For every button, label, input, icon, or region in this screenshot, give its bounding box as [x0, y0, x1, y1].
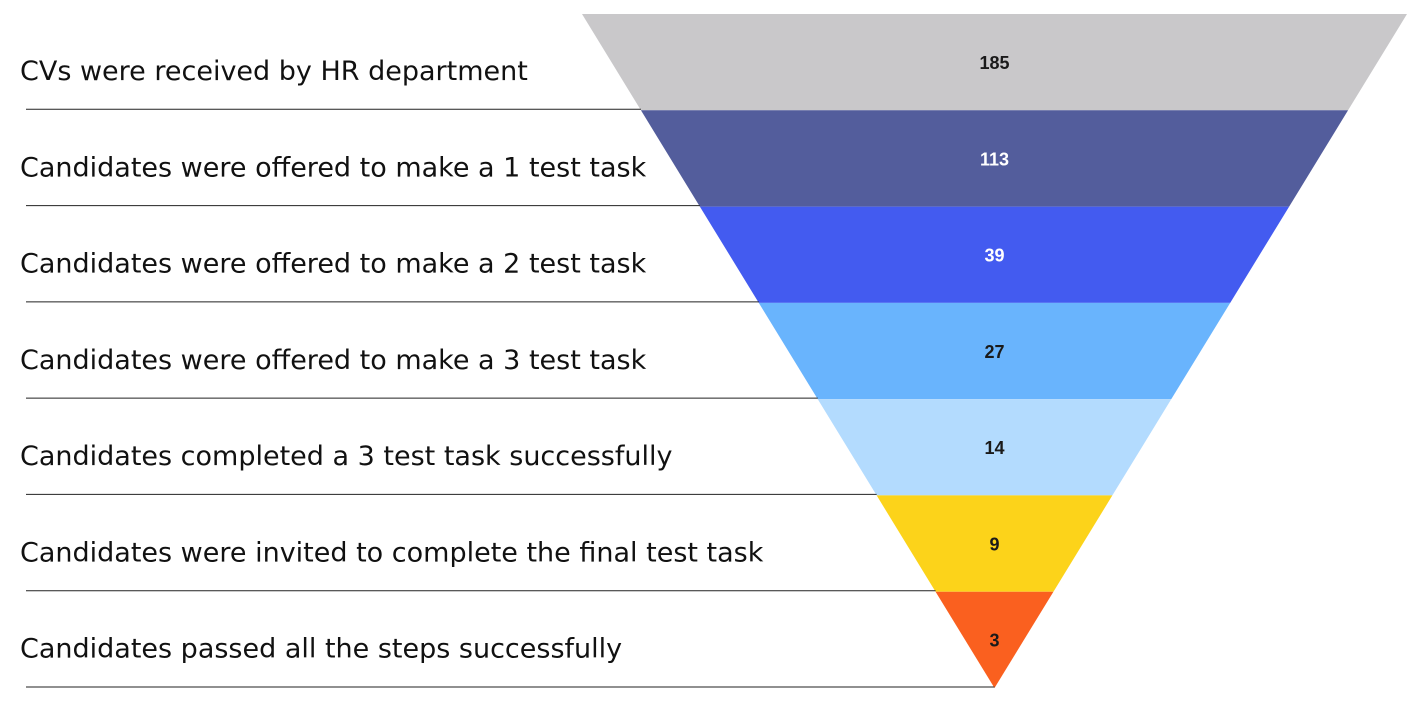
funnel-value-6: 9	[989, 534, 999, 554]
funnel-stage-label-1: CVs were received by HR department	[20, 56, 528, 87]
funnel-segment-7	[935, 591, 1054, 688]
funnel-value-1: 185	[979, 53, 1009, 73]
funnel-segment-2	[640, 110, 1349, 207]
funnel-value-5: 14	[984, 438, 1004, 458]
funnel-value-7: 3	[989, 631, 999, 651]
funnel-value-3: 39	[984, 246, 1004, 266]
funnel-value-2: 113	[980, 149, 1009, 169]
funnel-stage-label-7: Candidates passed all the steps successf…	[20, 634, 622, 665]
funnel-stage-label-3: Candidates were offered to make a 2 test…	[20, 249, 647, 280]
funnel-segment-4	[758, 302, 1231, 400]
funnel-segment-1	[582, 14, 1407, 111]
funnel-stage-label-2: Candidates were offered to make a 1 test…	[20, 152, 647, 183]
funnel-segment-6	[876, 495, 1113, 592]
funnel-stage-label-5: Candidates completed a 3 test task succe…	[20, 441, 672, 472]
funnel-segment-5	[817, 399, 1172, 496]
funnel-value-4: 27	[984, 342, 1004, 362]
funnel-stage-label-6: Candidates were invited to complete the …	[20, 537, 764, 568]
funnel-stage-label-4: Candidates were offered to make a 3 test…	[20, 345, 647, 376]
funnel-segment-3	[699, 206, 1290, 303]
